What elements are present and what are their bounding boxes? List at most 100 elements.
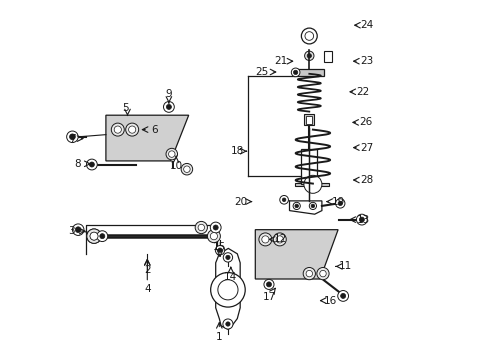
Circle shape [218, 248, 222, 252]
Text: 6: 6 [151, 125, 158, 135]
Text: 10: 10 [169, 161, 183, 171]
Text: 19: 19 [331, 197, 344, 207]
Circle shape [264, 279, 273, 289]
Circle shape [111, 123, 124, 136]
Circle shape [273, 233, 285, 246]
Circle shape [75, 227, 81, 233]
Circle shape [337, 201, 342, 206]
Circle shape [303, 175, 321, 193]
Text: 25: 25 [255, 67, 268, 77]
Text: 21: 21 [273, 56, 286, 66]
Circle shape [306, 54, 311, 58]
Text: 5: 5 [122, 103, 129, 113]
Circle shape [86, 159, 97, 170]
Circle shape [100, 234, 104, 239]
Text: 22: 22 [356, 87, 369, 97]
Circle shape [305, 270, 312, 277]
Text: 27: 27 [360, 143, 373, 153]
Circle shape [163, 102, 174, 112]
Circle shape [66, 131, 78, 143]
Circle shape [69, 134, 75, 140]
Text: 3: 3 [68, 226, 75, 236]
Circle shape [282, 198, 285, 202]
Circle shape [223, 319, 232, 329]
Circle shape [125, 123, 139, 136]
Text: 8: 8 [74, 159, 80, 169]
Circle shape [210, 222, 221, 233]
Circle shape [128, 126, 136, 133]
Circle shape [87, 229, 101, 243]
Text: 13: 13 [356, 215, 369, 225]
Circle shape [166, 104, 171, 109]
Circle shape [87, 229, 101, 243]
Circle shape [258, 233, 271, 246]
Text: 1: 1 [216, 332, 222, 342]
Circle shape [319, 270, 325, 277]
Circle shape [309, 202, 316, 210]
Text: 15: 15 [212, 242, 225, 252]
Circle shape [223, 253, 232, 262]
Circle shape [225, 322, 230, 326]
Circle shape [310, 204, 314, 208]
Circle shape [215, 246, 224, 255]
Circle shape [89, 162, 94, 167]
Circle shape [293, 70, 297, 75]
Text: 18: 18 [230, 146, 244, 156]
Bar [301, 149, 317, 184]
Polygon shape [215, 248, 240, 329]
Circle shape [183, 166, 190, 172]
Circle shape [168, 151, 175, 157]
Circle shape [198, 224, 204, 231]
Text: 14: 14 [224, 272, 237, 282]
Circle shape [305, 32, 313, 40]
Circle shape [301, 28, 317, 44]
Circle shape [218, 280, 238, 300]
Circle shape [114, 126, 121, 133]
Circle shape [279, 195, 288, 204]
Text: 17: 17 [263, 292, 276, 302]
Circle shape [303, 267, 315, 280]
Circle shape [292, 202, 300, 210]
Circle shape [210, 273, 244, 307]
Text: 20: 20 [234, 197, 247, 207]
Circle shape [195, 221, 207, 234]
Text: 2: 2 [143, 265, 150, 275]
Bar [323, 51, 331, 62]
Circle shape [261, 236, 268, 243]
Text: 24: 24 [360, 20, 373, 30]
Circle shape [207, 230, 220, 243]
Circle shape [294, 204, 298, 208]
Circle shape [225, 255, 230, 260]
Bar [304, 114, 314, 125]
Bar [294, 69, 324, 76]
Text: 9: 9 [165, 89, 172, 99]
Circle shape [359, 217, 364, 222]
Circle shape [276, 236, 283, 243]
Circle shape [166, 148, 177, 160]
Text: 26: 26 [359, 117, 372, 127]
Text: 7: 7 [69, 134, 76, 144]
Circle shape [304, 51, 313, 60]
Circle shape [291, 68, 299, 77]
Polygon shape [255, 230, 337, 279]
Circle shape [97, 231, 107, 242]
Text: 11: 11 [338, 261, 351, 271]
Polygon shape [289, 201, 321, 214]
Circle shape [356, 214, 366, 225]
Text: 4: 4 [143, 284, 150, 294]
Bar [306, 116, 311, 124]
Circle shape [72, 224, 84, 235]
Text: 12: 12 [273, 234, 286, 244]
Circle shape [340, 293, 345, 298]
Circle shape [90, 232, 98, 240]
Text: 16: 16 [324, 296, 337, 306]
Bar [294, 183, 328, 186]
Circle shape [213, 225, 218, 230]
Text: 28: 28 [360, 175, 373, 185]
Circle shape [316, 267, 328, 280]
Circle shape [335, 199, 344, 208]
Polygon shape [106, 115, 188, 161]
Circle shape [90, 232, 98, 240]
Circle shape [210, 233, 217, 240]
Circle shape [181, 163, 192, 175]
